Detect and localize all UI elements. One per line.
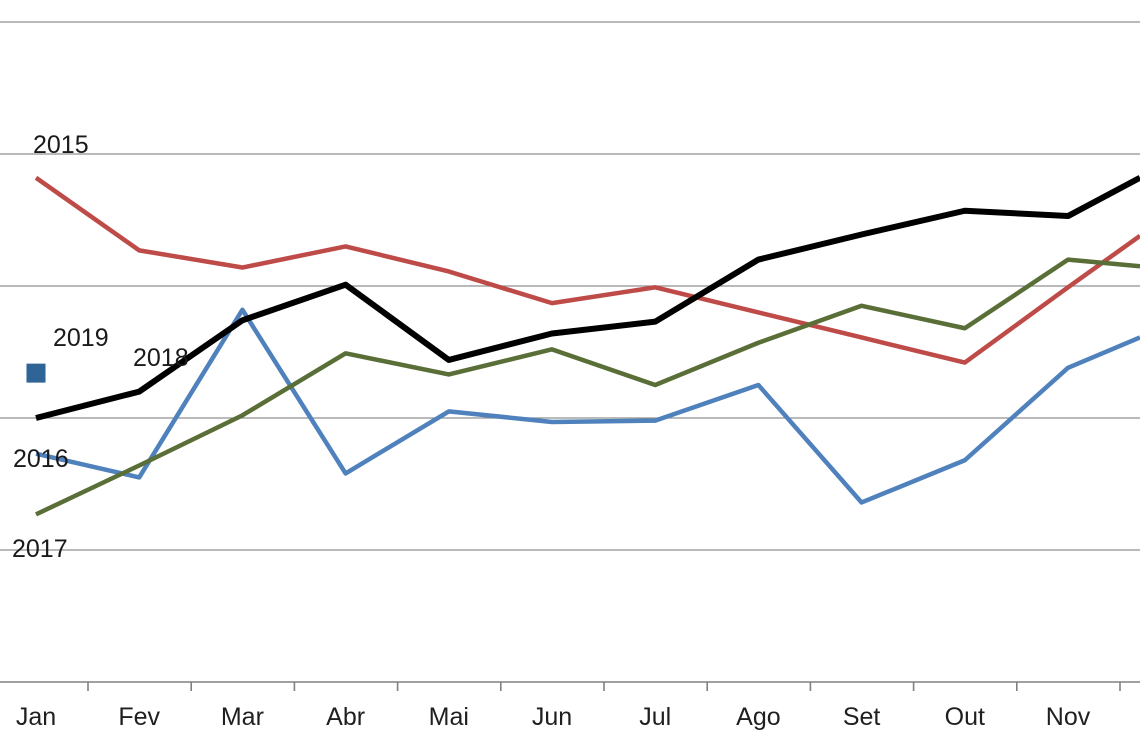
x-axis-label-mar: Mar [221, 703, 264, 731]
series-label-2016: 2016 [13, 445, 69, 473]
series-lines [26, 175, 1140, 517]
series-line-2015 [34, 175, 1140, 365]
x-axis-label-set: Set [843, 703, 881, 731]
series-label-2019: 2019 [53, 324, 109, 352]
x-axis-labels: Jan Fev Mar Abr Mai Jun Jul Ago Set Out Nov [16, 703, 1091, 731]
series-marker-2019 [26, 363, 46, 383]
series-label-2015: 2015 [33, 131, 89, 159]
x-axis-label-jan: Jan [16, 703, 56, 731]
x-axis-label-mai: Mai [429, 703, 469, 731]
x-axis-label-jul: Jul [639, 703, 671, 731]
series-label-2018: 2018 [133, 344, 189, 372]
series-labels: 2015 2016 2017 2018 2019 [12, 131, 189, 563]
series-line-2017 [35, 257, 1140, 517]
x-axis [0, 681, 1140, 691]
series-line-2018 [35, 175, 1140, 421]
series-line-2016 [35, 307, 1140, 505]
gridlines [0, 21, 1140, 551]
x-axis-label-abr: Abr [326, 703, 365, 731]
x-axis-label-nov: Nov [1046, 703, 1091, 731]
x-axis-label-fev: Fev [118, 703, 160, 731]
x-axis-label-out: Out [945, 703, 985, 731]
x-axis-label-ago: Ago [736, 703, 780, 731]
x-axis-label-jun: Jun [532, 703, 572, 731]
series-label-2017: 2017 [12, 535, 68, 563]
